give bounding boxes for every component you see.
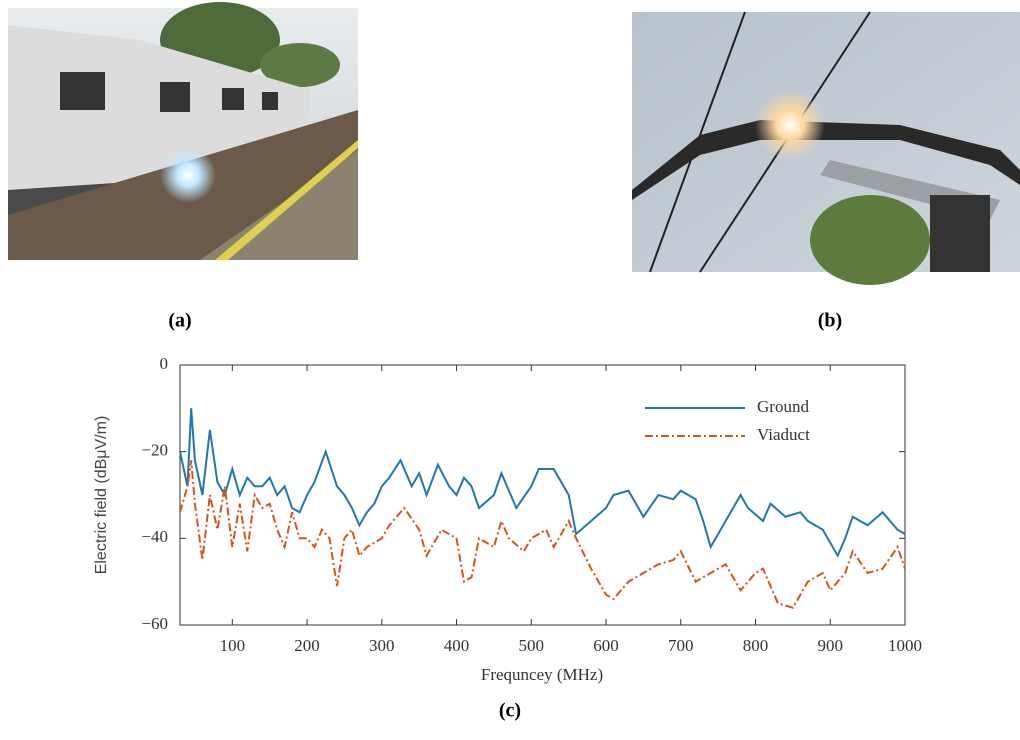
x-axis-label: Frequncey (MHz) (481, 665, 603, 684)
x-tick-label: 200 (294, 636, 320, 655)
legend-label: Viaduct (757, 425, 810, 444)
series-line (179, 408, 906, 558)
x-tick-label: 1000 (888, 636, 922, 655)
x-tick-label: 700 (668, 636, 694, 655)
y-tick-label: −60 (141, 614, 168, 633)
caption: (b) (818, 310, 842, 332)
plot-frame (179, 364, 906, 626)
x-tick-label: 100 (220, 636, 246, 655)
x-tick-label: 600 (593, 636, 619, 655)
y-tick-label: −40 (141, 527, 168, 546)
legend-label: Ground (757, 397, 809, 416)
x-tick-label: 800 (743, 636, 769, 655)
series-line (179, 460, 906, 609)
caption: (c) (499, 700, 521, 722)
y-tick-label: −20 (141, 441, 168, 460)
y-axis-label: Electric field (dBμV/m) (93, 416, 110, 575)
photo-b (632, 11, 1020, 285)
x-tick-label: 900 (818, 636, 844, 655)
x-tick-label: 300 (369, 636, 395, 655)
x-tick-label: 400 (444, 636, 470, 655)
photo-a (8, 2, 358, 260)
x-tick-label: 500 (519, 636, 545, 655)
y-tick-label: 0 (160, 354, 169, 373)
caption: (a) (168, 310, 191, 332)
